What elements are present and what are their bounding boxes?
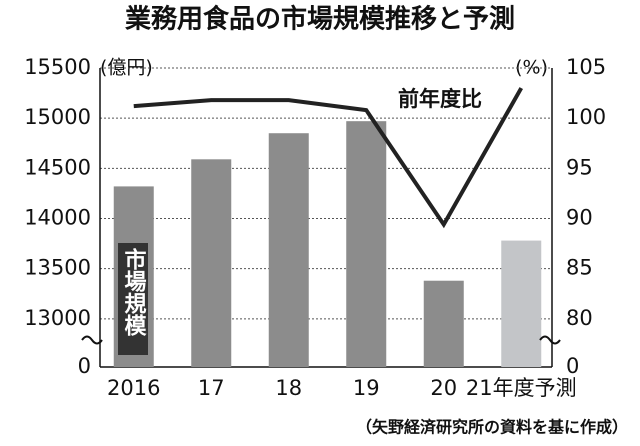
y2-tick-label: 95 bbox=[566, 155, 593, 179]
y2-tick-label: 80 bbox=[566, 306, 593, 330]
plot-area: 0 13000 13500 14000 14500 15000 15500 0 80 85 90 95… bbox=[24, 55, 606, 400]
x-tick-label: 2016 bbox=[107, 376, 160, 400]
series-label-box bbox=[118, 243, 148, 355]
bar-series-label: 市場規模 bbox=[121, 247, 147, 337]
y-tick-label: 13500 bbox=[24, 256, 91, 280]
y2-tick-label: 100 bbox=[566, 105, 606, 129]
x-tick-label: 18 bbox=[275, 376, 302, 400]
bar bbox=[501, 240, 542, 367]
y-tick-label: 13000 bbox=[24, 306, 91, 330]
line-series-label: 前年度比 bbox=[398, 87, 482, 111]
x-tick-label: 20 bbox=[430, 376, 457, 400]
line bbox=[133, 87, 523, 229]
y2-tick-label: 90 bbox=[566, 206, 593, 230]
x-tick-label: 19 bbox=[353, 376, 380, 400]
y2-tick-label: 105 bbox=[566, 55, 606, 79]
x-tick-label: 17 bbox=[198, 376, 225, 400]
x-tick-label: 21年度予測 bbox=[466, 376, 577, 400]
y-tick-label: 0 bbox=[78, 354, 91, 378]
y-tick-label: 15000 bbox=[24, 105, 91, 129]
chart-title: 業務用食品の市場規模推移と予測 bbox=[125, 4, 515, 35]
axis-break bbox=[539, 335, 561, 345]
bar bbox=[346, 121, 387, 367]
bar bbox=[191, 159, 232, 367]
y-axis-label: (億円) bbox=[100, 57, 153, 79]
overlay: 市場規模 前年度比 bbox=[81, 87, 561, 355]
y2-tick-label: 85 bbox=[566, 256, 593, 280]
source-note: （矢野経済研究所の資料を基に作成） bbox=[356, 418, 628, 437]
y-tick-label: 15500 bbox=[24, 55, 91, 79]
y2-tick-label: 0 bbox=[566, 354, 579, 378]
bar bbox=[268, 133, 309, 367]
y-tick-label: 14500 bbox=[24, 155, 91, 179]
bar bbox=[423, 280, 464, 367]
y-tick-label: 14000 bbox=[24, 206, 91, 230]
y2-axis-label: (%) bbox=[515, 57, 548, 79]
axis-break bbox=[81, 335, 103, 345]
